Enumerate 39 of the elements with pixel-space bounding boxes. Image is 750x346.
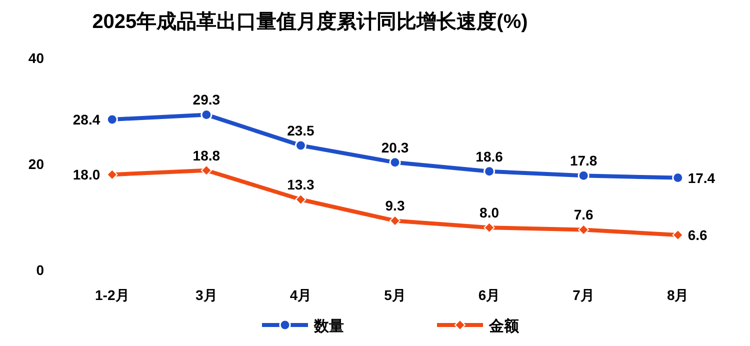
x-tick-label: 7月 [572,287,594,303]
data-label: 7.6 [574,206,594,223]
point [389,156,401,168]
data-label: 18.0 [72,166,100,183]
point [106,169,118,180]
data-label: 9.3 [385,198,405,214]
data-label: 17.4 [688,170,716,186]
data-label: 8.0 [480,204,500,221]
data-label: 13.3 [287,176,315,193]
point [200,164,212,176]
x-tick-label: 3月 [196,287,218,303]
x-tick-label: 4月 [290,287,312,303]
data-label: 20.3 [381,139,409,156]
legend-label: 金额 [488,317,520,335]
legend-label: 数量 [313,318,344,335]
y-tick-label: 40 [28,50,44,66]
point [106,114,118,126]
x-tick-label: 6月 [478,287,500,303]
y-tick-label: 0 [36,262,44,278]
x-tick-label: 5月 [384,287,406,303]
data-label: 28.4 [72,111,100,128]
point [484,222,495,234]
point [390,215,400,226]
data-label: 29.3 [192,92,220,108]
chart-title: 2025年成品革出口量值月度累计同比增长速度(%) [92,10,528,33]
point [578,224,590,236]
data-label: 18.8 [192,147,220,164]
x-tick-label: 8月 [666,287,689,303]
data-label: 18.6 [476,148,504,164]
point [578,170,590,182]
point [295,194,306,206]
x-tick-label: 1-2月 [95,287,130,303]
point [294,140,306,152]
data-label: 23.5 [287,122,315,138]
data-label: 6.6 [688,227,708,244]
y-tick-label: 20 [28,156,44,172]
point [484,166,496,178]
data-label: 17.8 [570,152,598,169]
point [672,230,684,241]
